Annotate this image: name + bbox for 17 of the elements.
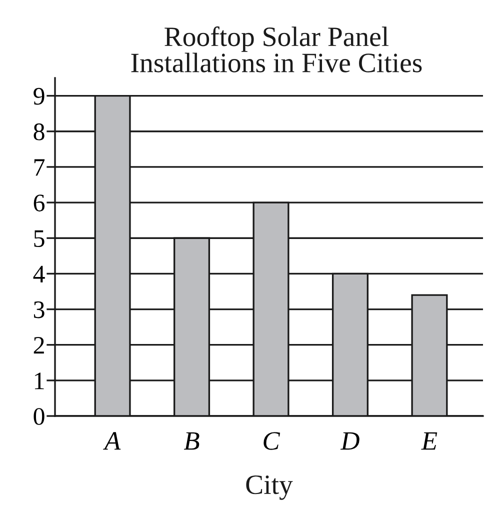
y-tick-label: 0 [34, 408, 44, 425]
y-tick-label: 5 [34, 230, 44, 248]
x-tick-label: C [264, 432, 280, 450]
y-tick-label: 2 [34, 336, 44, 354]
x-tick-label: E [421, 432, 438, 450]
x-tick-label: D [340, 432, 360, 450]
x-tick-label: A [103, 432, 121, 450]
y-tick-label: 1 [34, 372, 44, 390]
x-axis-title: City [246, 475, 293, 500]
x-tick-label: B [184, 432, 200, 450]
y-tick-label: 6 [34, 194, 45, 212]
y-tick-label: 7 [34, 159, 45, 176]
y-tick-label: 9 [34, 88, 44, 105]
y-tick-label: 3 [34, 301, 44, 318]
y-tick-label: 8 [34, 123, 44, 140]
y-tick-label: 4 [33, 266, 45, 282]
chart-title: Rooftop Solar Panel Installations in Five Cities [131, 26, 422, 72]
